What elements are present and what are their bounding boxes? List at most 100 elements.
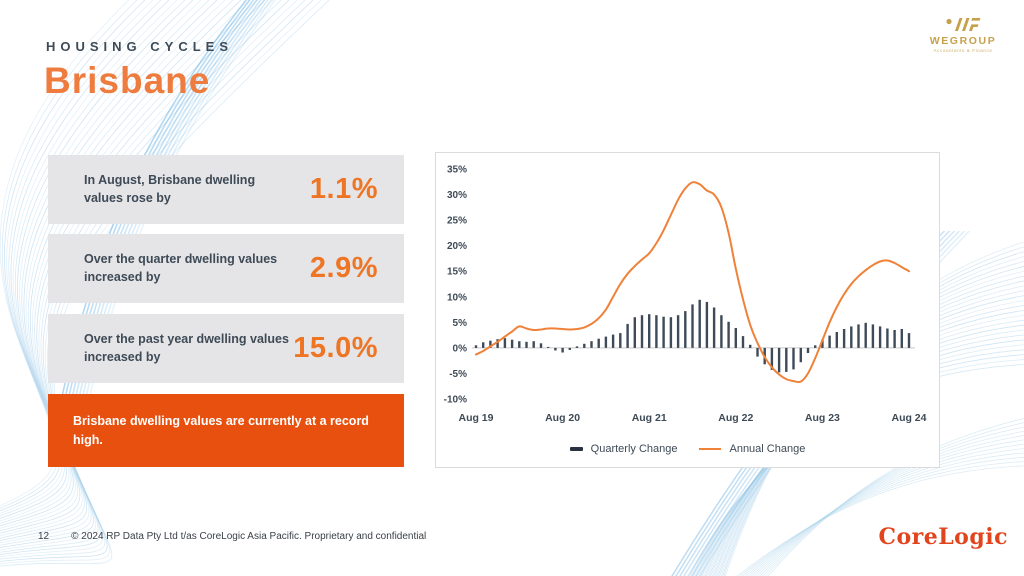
stat-card-monthly: In August, Brisbane dwelling values rose… (48, 155, 404, 224)
slide-footer: 12 © 2024 RP Data Pty Ltd t/as CoreLogic… (38, 531, 426, 542)
stat-value: 2.9% (309, 252, 378, 284)
quarterly-change-bar (662, 316, 665, 348)
quarterly-change-bar (777, 347, 781, 373)
annual-change-line (475, 181, 910, 384)
corelogic-logo: CoreLogic (878, 524, 1008, 550)
quarterly-change-bar (518, 341, 521, 348)
quarterly-change-bar (554, 347, 557, 351)
quarterly-change-bar (503, 338, 507, 348)
wegroup-logo-icon (946, 18, 981, 31)
quarterly-change-bar (864, 322, 867, 348)
housing-cycles-chart: 35% 30% 25% 20% 15% 10% 5% 0% -5% -10% Aug 19 Aug 2… (444, 165, 927, 425)
quarterly-change-bar (633, 317, 636, 348)
quarterly-change-bar (712, 307, 716, 348)
x-axis-tick-label: Aug 24 (891, 412, 926, 424)
quarterly-change-bar (900, 329, 903, 348)
quarterly-change-bar (907, 333, 911, 348)
quarterly-change-bar (496, 339, 499, 348)
quarterly-change-bar (626, 323, 629, 348)
quarterly-change-bar (611, 334, 615, 348)
wave-line (739, 461, 1024, 576)
quarterly-change-bar (756, 347, 759, 357)
y-axis-tick-label: 20% (447, 241, 467, 252)
quarterly-change-bar (741, 336, 745, 348)
y-axis-tick-label: -5% (449, 369, 467, 380)
x-axis-tick-label: Aug 19 (458, 412, 493, 424)
quarterly-change-bar (604, 336, 608, 348)
quarterly-change-bar (482, 342, 485, 348)
quarterly-change-bar (590, 341, 593, 348)
legend-label-annual: Annual Change (729, 443, 806, 455)
stat-value: 1.1% (309, 173, 378, 205)
quarterly-change-bar (857, 324, 860, 348)
quarterly-change-bar (770, 347, 774, 370)
wegroup-logo: WEGROUP Accountants & Finance (920, 16, 1006, 53)
quarterly-change-bar (734, 328, 737, 348)
quarterly-change-bar (539, 343, 543, 348)
quarterly-change-bar (561, 347, 564, 353)
quarterly-change-bar (489, 340, 492, 348)
quarterly-change-bar (835, 332, 838, 348)
section-eyebrow: HOUSING CYCLES (46, 39, 234, 54)
quarterly-change-bar (799, 347, 802, 363)
stat-label: Over the quarter dwelling values increas… (84, 252, 278, 284)
quarterly-change-bar (575, 346, 579, 348)
quarterly-change-bar (648, 314, 651, 348)
stat-label: In August, Brisbane dwelling values rose… (84, 173, 256, 205)
copyright-text: © 2024 RP Data Pty Ltd t/as CoreLogic As… (71, 531, 427, 542)
wave-line (742, 456, 1024, 576)
wave-line (736, 465, 1024, 576)
y-axis-tick-label: 30% (447, 190, 467, 201)
callout-text: Brisbane dwelling values are currently a… (73, 413, 369, 447)
page-title: Brisbane (44, 60, 211, 101)
quarterly-change-bar (785, 347, 788, 372)
stat-card-annual: Over the past year dwelling values incre… (48, 314, 404, 383)
quarterly-change-bar (532, 341, 535, 348)
wegroup-logo-text: WEGROUP (929, 35, 997, 47)
quarterly-change-bar (828, 335, 831, 348)
y-axis-tick-label: 5% (453, 318, 468, 329)
quarterly-change-bar (568, 347, 571, 350)
quarterly-change-bar (850, 326, 853, 348)
annual-change-swatch-icon (699, 447, 722, 451)
y-axis-tick-label: 10% (447, 292, 467, 303)
quarterly-change-bar (583, 343, 586, 348)
quarterly-change-bar (749, 344, 752, 348)
stat-label: Over the past year dwelling values incre… (84, 332, 289, 364)
quarterly-change-bar (806, 347, 810, 353)
quarterly-change-bar (698, 299, 701, 348)
x-axis-tick-label: Aug 22 (718, 412, 753, 424)
quarterly-change-bar (792, 347, 795, 370)
quarterly-change-bar (655, 315, 658, 348)
y-axis-tick-label: 25% (447, 216, 467, 227)
quarterly-change-bar (886, 328, 889, 348)
chart-legend: Quarterly Change Annual Change (436, 440, 939, 458)
quarterly-change-bar (547, 346, 550, 348)
y-axis-tick-label: 15% (447, 267, 467, 278)
page-number: 12 (38, 531, 50, 542)
legend-label-quarterly: Quarterly Change (590, 443, 678, 455)
quarterly-change-bar (669, 317, 673, 348)
quarterly-change-bar (878, 326, 882, 348)
stat-value: 15.0% (293, 332, 378, 364)
y-axis-tick-label: 35% (447, 165, 467, 176)
quarterly-change-bar (619, 333, 622, 348)
x-axis-tick-label: Aug 21 (632, 412, 667, 424)
quarterly-change-bar (691, 304, 694, 348)
quarterly-change-bar (525, 341, 528, 348)
quarterly-change-bar (474, 345, 478, 348)
quarterly-change-bar (510, 339, 514, 348)
quarterly-change-bar (720, 315, 723, 348)
quarterly-change-bar (597, 338, 600, 348)
quarterly-change-bar (676, 315, 680, 348)
quarterly-change-bar (842, 329, 846, 348)
quarterly-change-bar (705, 301, 709, 348)
quarterly-change-bar (814, 345, 817, 348)
x-axis-tick-label: Aug 20 (545, 412, 580, 424)
quarterly-change-bar (684, 311, 687, 348)
y-axis-tick-label: 0% (453, 343, 468, 354)
wegroup-logo-tagline: Accountants & Finance (933, 48, 993, 53)
quarterly-change-bar (821, 339, 824, 348)
quarterly-change-bar (893, 330, 896, 348)
stat-card-quarterly: Over the quarter dwelling values increas… (48, 234, 404, 303)
